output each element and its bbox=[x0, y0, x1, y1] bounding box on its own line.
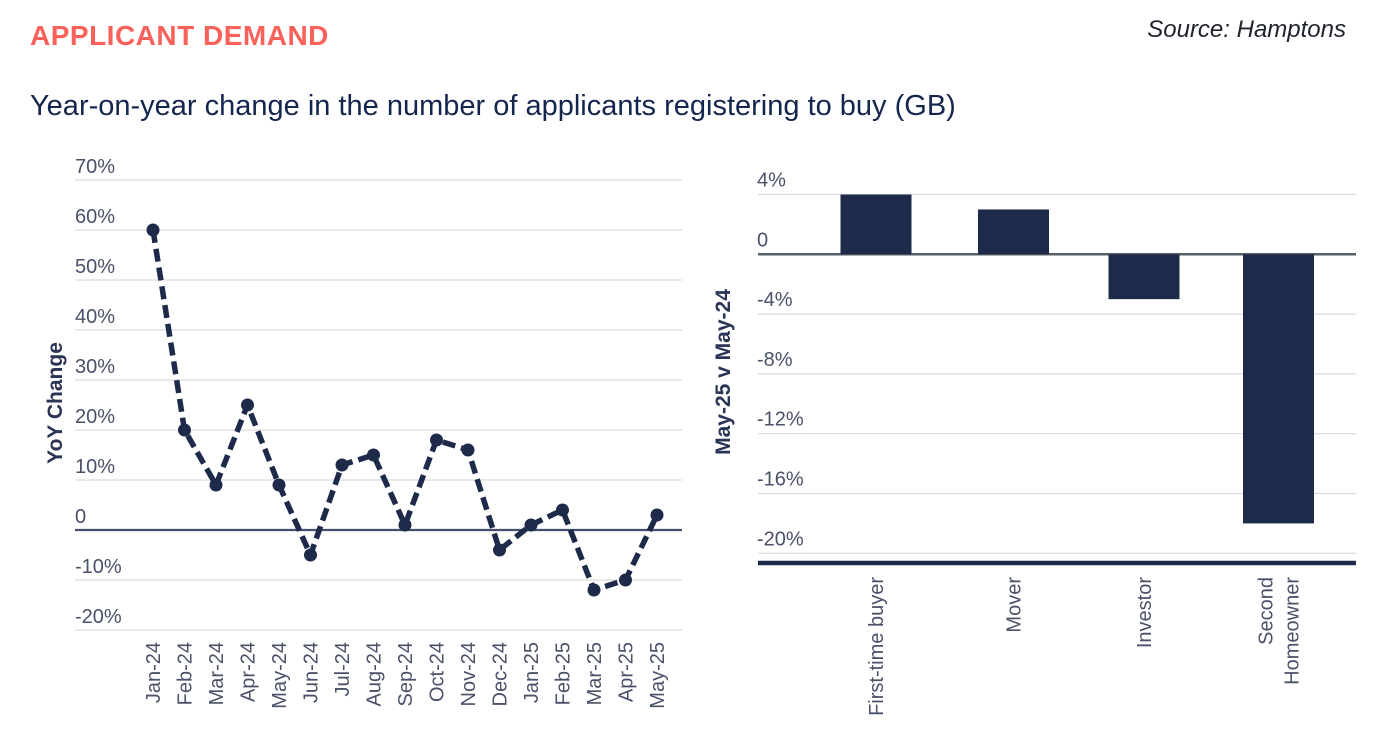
y-axis-title: May-25 v May-24 bbox=[712, 289, 735, 455]
y-tick-label: 0 bbox=[75, 506, 86, 528]
page-title: APPLICANT DEMAND bbox=[30, 20, 329, 51]
yoy-line bbox=[150, 229, 660, 593]
bar-second-homeowner bbox=[1243, 254, 1314, 524]
data-point-marker bbox=[209, 478, 223, 492]
data-point-marker bbox=[241, 398, 254, 412]
data-point-marker bbox=[430, 433, 443, 447]
y-tick-label: 60% bbox=[75, 206, 115, 228]
x-tick-label: Mar-24 bbox=[206, 642, 228, 705]
data-point-marker bbox=[650, 508, 664, 522]
y-tick-label: -8% bbox=[757, 349, 793, 371]
y-tick-label: -12% bbox=[757, 409, 804, 431]
bar-first-time-buyer bbox=[840, 194, 912, 255]
x-category-label: Homeowner bbox=[1282, 577, 1304, 685]
data-point-marker bbox=[493, 543, 506, 557]
data-point-marker bbox=[146, 223, 160, 237]
y-tick-label: 10% bbox=[75, 456, 115, 478]
x-tick-label: Jan-24 bbox=[143, 642, 165, 703]
x-tick-label: Mar-25 bbox=[584, 642, 606, 705]
x-tick-label: Jul-24 bbox=[332, 642, 354, 696]
y-tick-label: 20% bbox=[75, 406, 115, 428]
buyer-type-bar-chart: 4% 0 -4% -8% -12% -16% -20% May-25 v May-24 Firs… bbox=[712, 170, 1356, 716]
bar-mover bbox=[978, 209, 1049, 255]
x-tick-label: May-24 bbox=[269, 642, 291, 709]
data-point-marker bbox=[304, 548, 317, 562]
x-tick-label: Jun-24 bbox=[301, 642, 323, 703]
data-point-marker bbox=[461, 443, 475, 457]
data-point-marker bbox=[272, 478, 286, 492]
x-tick-label: Apr-24 bbox=[238, 642, 260, 702]
x-tick-label: Oct-24 bbox=[427, 642, 449, 702]
x-tick-label: Nov-24 bbox=[458, 642, 480, 706]
data-point-marker bbox=[335, 458, 349, 472]
y-tick-label: 4% bbox=[757, 170, 786, 192]
data-point-marker bbox=[367, 448, 380, 462]
x-tick-label: Sep-24 bbox=[395, 642, 417, 707]
data-point-marker bbox=[556, 503, 569, 517]
x-category-label: First-time buyer bbox=[866, 577, 888, 716]
x-tick-label: Feb-24 bbox=[175, 642, 197, 705]
x-tick-label: Jan-25 bbox=[521, 642, 543, 703]
chart-subtitle: Year-on-year change in the number of app… bbox=[30, 90, 956, 122]
x-tick-label: May-25 bbox=[647, 642, 669, 709]
y-tick-label: 50% bbox=[75, 256, 115, 278]
y-tick-label: 0 bbox=[757, 229, 768, 251]
x-category-label: Mover bbox=[1004, 577, 1026, 633]
data-point-marker bbox=[178, 423, 191, 437]
source-credit: Source: Hamptons bbox=[1147, 16, 1346, 43]
bar-investor bbox=[1108, 254, 1180, 300]
y-tick-label: -16% bbox=[757, 469, 804, 491]
y-tick-label: -20% bbox=[75, 606, 122, 628]
y-tick-label: -10% bbox=[75, 556, 122, 578]
x-tick-label: Aug-24 bbox=[364, 642, 386, 707]
x-tick-label: Apr-25 bbox=[616, 642, 638, 702]
data-point-marker bbox=[587, 583, 601, 597]
x-category-label: Investor bbox=[1134, 577, 1156, 648]
y-axis-title: YoY Change bbox=[44, 342, 67, 464]
y-tick-label: 40% bbox=[75, 306, 115, 328]
x-tick-label: Dec-24 bbox=[490, 642, 512, 706]
y-tick-label: -20% bbox=[757, 528, 804, 550]
x-category-label: Second bbox=[1256, 577, 1278, 645]
data-point-marker bbox=[398, 518, 412, 532]
data-point-marker bbox=[619, 573, 632, 587]
y-tick-label: 70% bbox=[75, 156, 115, 178]
y-tick-label: 30% bbox=[75, 356, 115, 378]
y-tick-label: -4% bbox=[757, 289, 793, 311]
yoy-line-chart: 70% 60% 50% 40% 30% 20% 10% 0 -10% -20% YoY Change… bbox=[44, 156, 682, 709]
data-point-marker bbox=[524, 518, 538, 532]
x-tick-label: Feb-25 bbox=[553, 642, 575, 705]
